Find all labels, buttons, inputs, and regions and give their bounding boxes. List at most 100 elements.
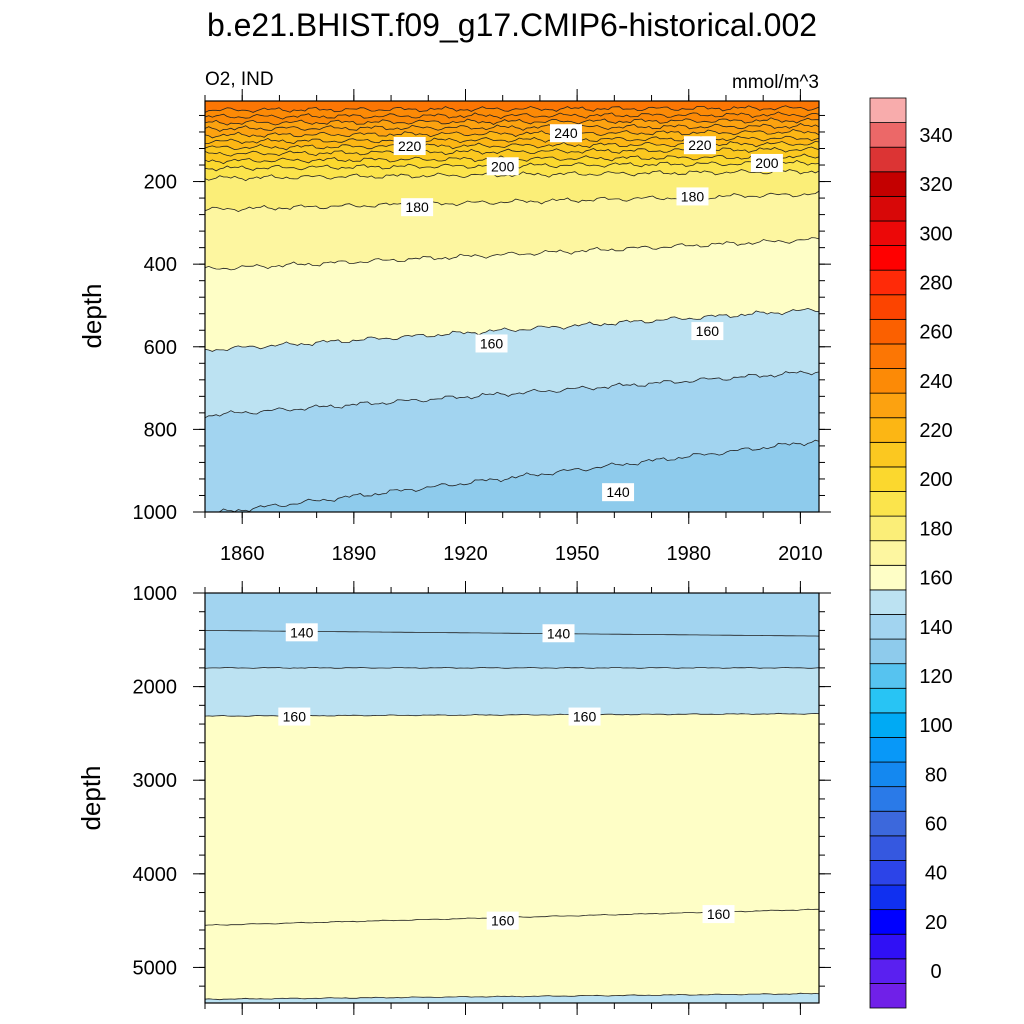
y-tick-label: 2000: [133, 677, 178, 699]
units-label: mmol/m^3: [732, 72, 819, 93]
colorbar-label: 80: [925, 764, 947, 786]
contour-label: 160: [702, 905, 735, 924]
colorbar-swatch: [869, 835, 907, 861]
x-tick-label: 1950: [555, 543, 600, 565]
colorbar-label: 340: [919, 125, 952, 147]
colorbar-swatch: [869, 958, 907, 984]
svg-text:220: 220: [688, 137, 712, 153]
colorbar-swatch: [869, 712, 907, 738]
y-tick-label: 200: [144, 172, 177, 194]
colorbar-swatch: [869, 294, 907, 320]
contour-label: 140: [285, 623, 318, 642]
contour-line: [205, 190, 819, 213]
x-tick-label: 1890: [332, 543, 377, 565]
contour-label: 240: [549, 124, 582, 143]
colorbar-swatch: [869, 318, 907, 345]
contour-band: [205, 909, 819, 1003]
contour-label: 160: [568, 707, 601, 726]
colorbar-swatch: [869, 983, 907, 1009]
colorbar-swatch: [869, 417, 907, 443]
contour-label: 160: [691, 322, 724, 341]
contour-line: [205, 146, 819, 157]
colorbar-swatch: [869, 466, 907, 492]
colorbar-label: 20: [925, 912, 947, 934]
x-tick-label: 1980: [667, 543, 712, 565]
contour-line: [205, 666, 819, 669]
contour-label: 220: [393, 137, 426, 156]
contour-line: [205, 123, 819, 132]
colorbar-label: 120: [919, 666, 952, 688]
contour-label: 180: [401, 198, 434, 217]
contour-label: 140: [542, 624, 575, 643]
colorbar-label: 320: [919, 174, 952, 196]
svg-text:200: 200: [755, 155, 779, 171]
colorbar-swatch: [869, 146, 907, 173]
contour-label: 200: [486, 157, 519, 176]
colorbar-swatch: [869, 860, 907, 886]
colorbar-swatch: [869, 564, 907, 591]
contour-line: [205, 128, 819, 139]
colorbar-swatch: [869, 245, 907, 271]
colorbar-label: 260: [919, 322, 952, 344]
contour-band: [205, 993, 819, 1003]
variable-label: O2, IND: [205, 69, 274, 90]
svg-text:160: 160: [491, 913, 515, 929]
colorbar: 0 20 40 60 80 100 120 140 160 180 200 220 240 260 280 3…: [869, 97, 953, 1009]
contour-fills: [205, 593, 819, 1003]
y-tick-label: 3000: [133, 770, 178, 792]
contour-line: [205, 111, 819, 120]
contour-label: 160: [475, 334, 508, 353]
colorbar-swatch: [869, 515, 907, 542]
colorbar-swatch: [869, 392, 907, 419]
svg-text:160: 160: [696, 323, 720, 339]
svg-text:180: 180: [681, 188, 705, 204]
colorbar-swatch: [869, 368, 907, 394]
colorbar-swatch: [869, 638, 907, 665]
svg-text:180: 180: [405, 199, 429, 215]
chart-title: b.e21.BHIST.f09_g17.CMIP6-historical.002: [207, 7, 817, 43]
colorbar-label: 100: [919, 715, 952, 737]
y-tick-label: 1000: [133, 502, 178, 524]
contour-label: 140: [602, 483, 635, 502]
bottom-ylabel: depth: [76, 765, 106, 830]
contour-label: 180: [676, 187, 709, 206]
y-tick-label: 600: [144, 337, 177, 359]
svg-text:160: 160: [573, 709, 597, 725]
contour-line: [205, 370, 819, 419]
contour-line: [205, 117, 819, 126]
contour-label: 200: [750, 153, 783, 172]
colorbar-label: 0: [930, 961, 941, 983]
colorbar-swatch: [869, 810, 907, 837]
contour-line: [205, 992, 819, 1001]
colorbar-swatch: [869, 171, 907, 197]
colorbar-swatch: [869, 540, 907, 566]
colorbar-swatch: [869, 343, 907, 369]
colorbar-swatch: [869, 195, 907, 222]
colorbar-label: 300: [919, 223, 952, 245]
colorbar-label: 140: [919, 617, 952, 639]
colorbar-swatch: [869, 909, 907, 935]
svg-text:220: 220: [398, 138, 422, 154]
contour-line: [205, 169, 819, 182]
colorbar-swatch: [869, 441, 907, 468]
bottom-panel: depth 140 140 160 160 160 160 1000 2000 3000 4000…: [76, 581, 831, 1015]
contour-line: [205, 140, 819, 151]
svg-text:160: 160: [480, 335, 504, 351]
colorbar-swatch: [869, 737, 907, 763]
contour-line: [205, 237, 819, 271]
colorbar-label: 60: [925, 814, 947, 836]
y-tick-label: 400: [144, 254, 177, 276]
y-tick-label: 4000: [133, 864, 178, 886]
contour-line: [205, 307, 819, 352]
contour-label: 160: [486, 911, 519, 930]
top-panel: depth 240 220 220 200 200 180 180 160 160 140 1860…: [77, 89, 831, 565]
contour-line: [205, 105, 819, 113]
colorbar-swatch: [869, 491, 907, 517]
colorbar-swatch: [869, 884, 907, 911]
colorbar-swatch: [869, 933, 907, 960]
contour-line: [216, 439, 819, 512]
colorbar-label: 180: [919, 518, 952, 540]
colorbar-label: 280: [919, 272, 952, 294]
y-tick-label: 800: [144, 419, 177, 441]
